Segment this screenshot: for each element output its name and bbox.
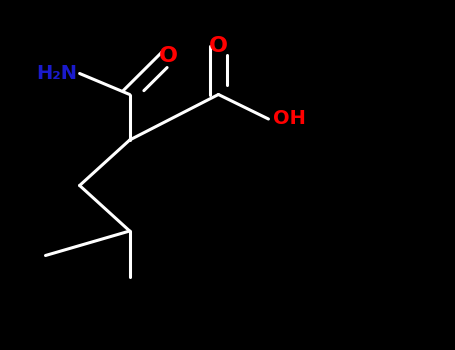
Text: OH: OH bbox=[273, 110, 306, 128]
Text: O: O bbox=[159, 46, 178, 66]
Text: H₂N: H₂N bbox=[36, 64, 77, 83]
Text: O: O bbox=[209, 35, 228, 56]
